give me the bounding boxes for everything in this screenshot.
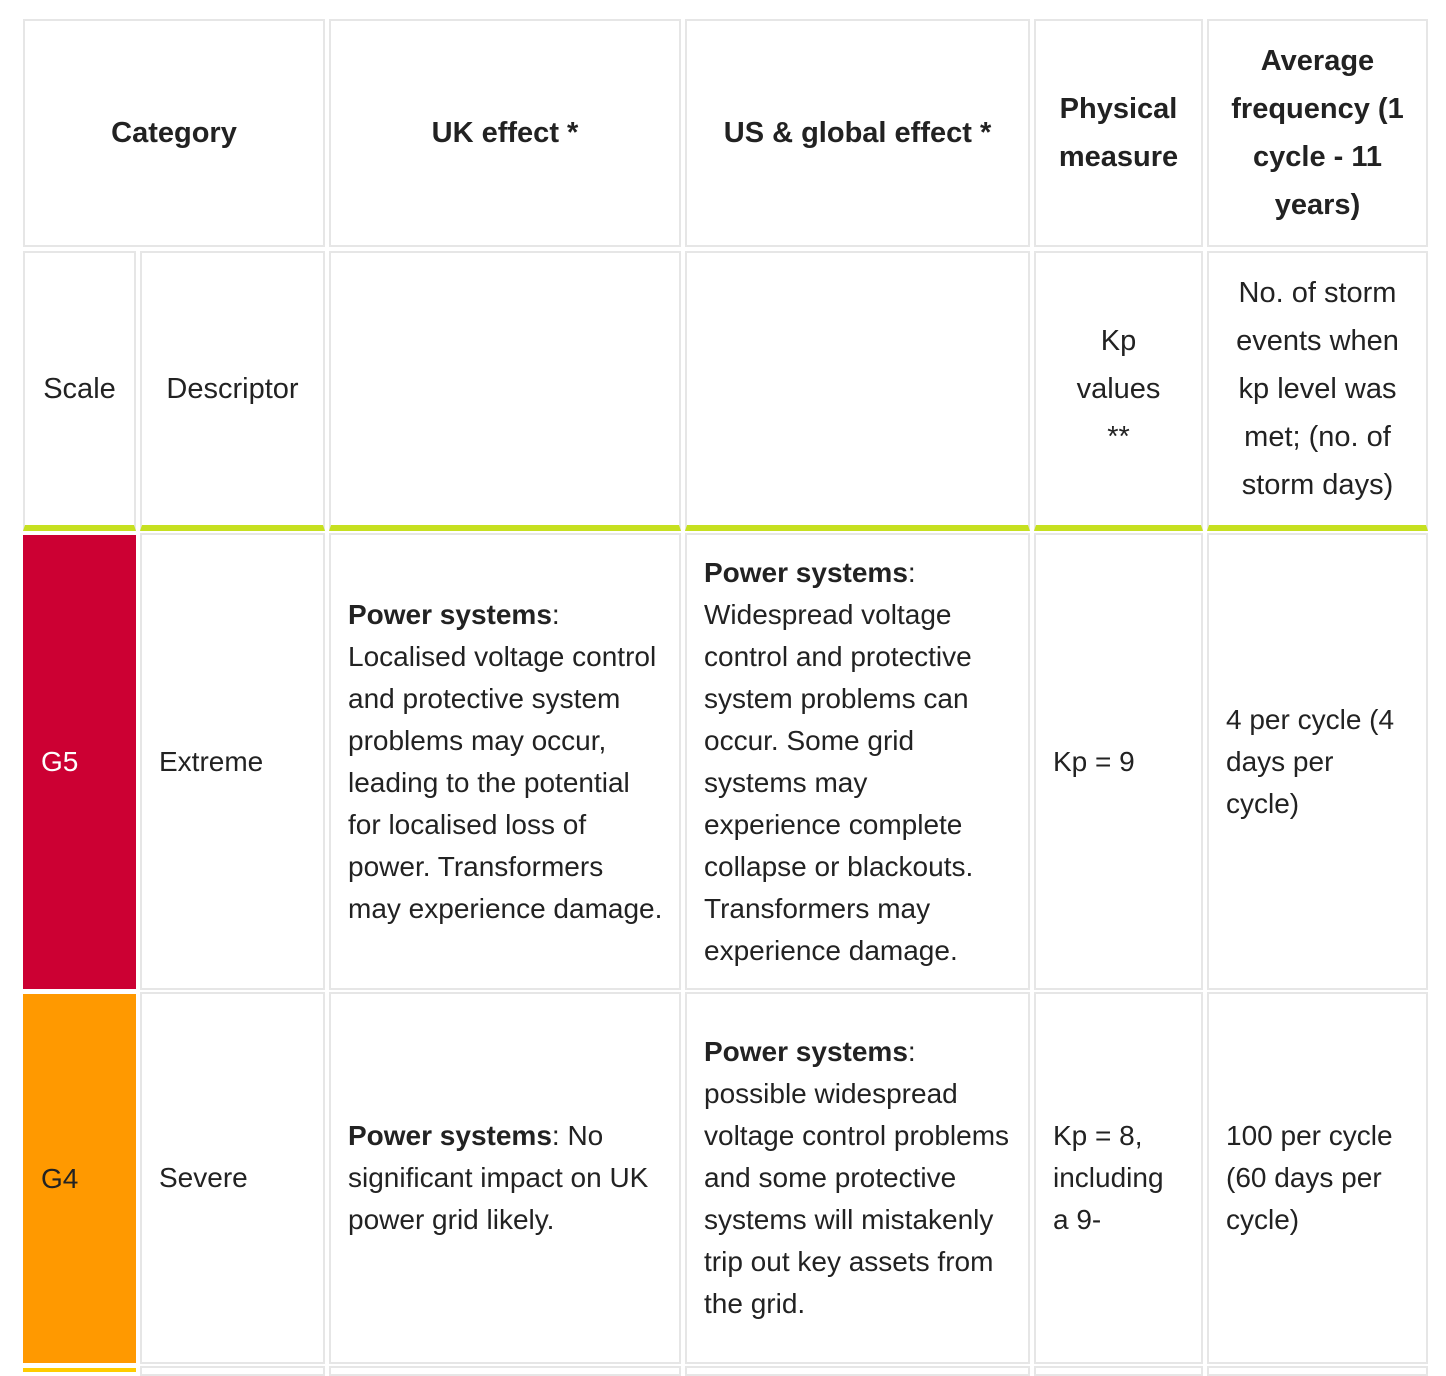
scale-g4-cell: G4 — [23, 994, 136, 1363]
subheader-descriptor: Descriptor — [140, 251, 325, 531]
us-effect-g4-cell: Power systems: possible widespread volta… — [685, 992, 1030, 1364]
descriptor-g4-label: Severe — [159, 1162, 248, 1193]
uk-effect-g4-text: Power systems: No significant impact on … — [348, 1115, 663, 1241]
uk-effect-g5-heading: Power systems — [348, 598, 552, 630]
header-category: Category — [23, 19, 325, 247]
us-effect-g5-cell: Power systems: Widespread voltage contro… — [685, 533, 1030, 990]
subheader-us-effect — [685, 251, 1030, 531]
header-us-effect: US & global effect * — [685, 19, 1030, 247]
uk-effect-g5-cell: Power systems: Localised voltage control… — [329, 533, 681, 990]
frequency-g5-value: 4 per cycle (4 days per cycle) — [1226, 703, 1395, 819]
us-effect-g4-body: : possible widespread voltage control pr… — [704, 1036, 1010, 1319]
header-us-effect-label: US & global effect * — [723, 117, 992, 149]
descriptor-g4-cell: Severe — [140, 992, 325, 1364]
subheader-average-frequency-label: No. of storm events when kp level was me… — [1236, 277, 1399, 501]
subheader-average-frequency: No. of storm events when kp level was me… — [1207, 251, 1428, 531]
descriptor-g5-label: Extreme — [159, 745, 264, 777]
us-effect-g4-heading: Power systems — [704, 1036, 908, 1067]
subheader-descriptor-label: Descriptor — [166, 373, 299, 405]
subheader-scale-label: Scale — [43, 373, 116, 405]
header-average-frequency: Average frequency (1 cycle - 11 years) — [1207, 19, 1428, 247]
us-effect-g5-body: : Widespread voltage control and protect… — [704, 556, 974, 966]
header-average-frequency-label: Average frequency (1 cycle - 11 years) — [1231, 45, 1404, 221]
frequency-g5-cell: 4 per cycle (4 days per cycle) — [1207, 533, 1428, 990]
scale-g5-cell: G5 — [23, 535, 136, 989]
scale-g3-cell-partial — [23, 1368, 136, 1372]
subheader-physical-measure: Kp values ** — [1034, 251, 1203, 531]
us-effect-g5-heading: Power systems — [704, 556, 908, 588]
header-uk-effect: UK effect * — [329, 19, 681, 247]
header-category-label: Category — [111, 117, 237, 149]
kp-g4-value: Kp = 8, including a 9- — [1053, 1120, 1164, 1235]
kp-g4-cell: Kp = 8, including a 9- — [1034, 992, 1203, 1364]
uk-effect-g5-body: : Localised voltage control and protecti… — [348, 598, 663, 924]
kp-g3-cell-partial — [1034, 1366, 1203, 1376]
kp-g5-cell: Kp = 9 — [1034, 533, 1203, 990]
uk-effect-g5-text: Power systems: Localised voltage control… — [348, 594, 663, 930]
header-physical-measure: Physical measure — [1034, 19, 1203, 247]
uk-effect-g4-body: : No significant impact on UK power grid… — [348, 1120, 649, 1235]
kp-g5-value: Kp = 9 — [1053, 745, 1135, 777]
subheader-physical-measure-label: Kp values ** — [1076, 325, 1161, 453]
scale-g5-label: G5 — [41, 746, 79, 777]
uk-effect-g4-heading: Power systems — [348, 1120, 552, 1151]
us-effect-g3-cell-partial — [685, 1366, 1030, 1376]
frequency-g4-value: 100 per cycle (60 days per cycle) — [1226, 1120, 1393, 1235]
header-physical-measure-label: Physical measure — [1058, 93, 1179, 173]
header-uk-effect-label: UK effect * — [431, 117, 579, 149]
uk-effect-g4-cell: Power systems: No significant impact on … — [329, 992, 681, 1364]
uk-effect-g3-cell-partial — [329, 1366, 681, 1376]
frequency-g4-cell: 100 per cycle (60 days per cycle) — [1207, 992, 1428, 1364]
us-effect-g4-text: Power systems: possible widespread volta… — [704, 1031, 1012, 1325]
descriptor-g5-cell: Extreme — [140, 533, 325, 990]
subheader-uk-effect — [329, 251, 681, 531]
scale-g4-label: G4 — [41, 1162, 79, 1194]
subheader-scale: Scale — [23, 251, 136, 531]
us-effect-g5-text: Power systems: Widespread voltage contro… — [704, 552, 1012, 972]
descriptor-g3-cell-partial — [140, 1366, 325, 1376]
frequency-g3-cell-partial — [1207, 1366, 1428, 1376]
